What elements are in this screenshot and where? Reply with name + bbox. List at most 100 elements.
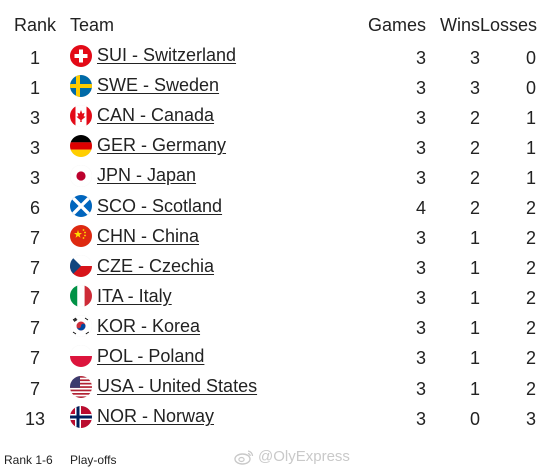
watermark: @OlyExpress (234, 448, 350, 465)
legend: Rank 1-6 Play-offs (4, 453, 131, 467)
team-link[interactable]: USA - United States (97, 376, 258, 397)
team-link[interactable]: NOR - Norway (97, 406, 215, 427)
korea-flag-icon (70, 315, 92, 338)
team-link[interactable]: GER - Germany (97, 135, 227, 156)
losses-cell: 0 (525, 47, 536, 68)
wins-cell: 3 (469, 77, 480, 98)
table-row: 7 ITA - Italy 3 1 2 (0, 284, 536, 314)
team-link[interactable]: JPN - Japan (97, 165, 197, 186)
losses-cell: 2 (525, 378, 536, 399)
wins-cell: 2 (469, 107, 480, 128)
wins-cell: 1 (469, 228, 480, 249)
watermark-text: @OlyExpress (258, 448, 350, 465)
team-cell: CAN - Canada (70, 103, 310, 133)
games-cell: 3 (415, 378, 426, 399)
games-cell: 3 (415, 348, 426, 369)
table-row: 1 SUI - Switzerland 3 3 0 (0, 43, 536, 73)
header-games[interactable]: Games (367, 14, 426, 35)
norway-flag-icon (70, 405, 92, 428)
rank-cell: 1 (29, 47, 40, 68)
team-link[interactable]: KOR - Korea (97, 315, 201, 336)
rank-cell: 7 (29, 318, 40, 339)
wins-cell: 1 (469, 258, 480, 279)
table-row: 1 SWE - Sweden 3 3 0 (0, 73, 536, 103)
wins-cell: 2 (469, 137, 480, 158)
losses-cell: 1 (525, 107, 536, 128)
legend-label: Play-offs (70, 453, 117, 467)
rank-cell: 7 (29, 288, 40, 309)
losses-cell: 2 (525, 288, 536, 309)
wins-cell: 2 (469, 167, 480, 188)
losses-cell: 1 (525, 137, 536, 158)
rank-cell: 3 (29, 137, 40, 158)
team-cell: ITA - Italy (70, 284, 310, 314)
wins-cell: 0 (469, 408, 480, 429)
rank-cell: 7 (29, 348, 40, 369)
table-row: 7 POL - Poland 3 1 2 (0, 344, 536, 374)
team-link[interactable]: SCO - Scotland (97, 195, 223, 216)
table-row: 7 CHN - China 3 1 2 (0, 224, 536, 254)
team-link[interactable]: SWE - Sweden (97, 75, 220, 96)
table-row: 3 JPN - Japan 3 2 1 (0, 163, 536, 193)
table-row: 7 CZE - Czechia 3 1 2 (0, 254, 536, 284)
header-rank[interactable]: Rank (13, 14, 57, 35)
team-cell: CHN - China (70, 224, 310, 254)
wins-cell: 1 (469, 378, 480, 399)
table-row: 3 GER - Germany 3 2 1 (0, 133, 536, 163)
header-losses[interactable]: Losses (480, 14, 538, 35)
china-flag-icon (70, 225, 92, 248)
team-cell: CZE - Czechia (70, 254, 310, 284)
losses-cell: 2 (525, 198, 536, 219)
scotland-flag-icon (70, 195, 92, 218)
italy-flag-icon (70, 285, 92, 308)
header-wins[interactable]: Wins (440, 14, 480, 35)
table-row: 13 NOR - Norway 3 0 3 (0, 404, 536, 434)
team-link[interactable]: CZE - Czechia (97, 255, 215, 276)
wins-cell: 1 (469, 288, 480, 309)
team-link[interactable]: CAN - Canada (97, 105, 215, 126)
wins-cell: 2 (469, 198, 480, 219)
team-link[interactable]: SUI - Switzerland (97, 45, 237, 66)
poland-flag-icon (70, 345, 92, 368)
games-cell: 3 (415, 288, 426, 309)
team-cell: GER - Germany (70, 133, 310, 163)
team-cell: JPN - Japan (70, 163, 310, 193)
rank-cell: 3 (29, 167, 40, 188)
games-cell: 3 (415, 258, 426, 279)
team-cell: SUI - Switzerland (70, 43, 310, 73)
rank-cell: 7 (29, 228, 40, 249)
germany-flag-icon (70, 134, 92, 157)
team-link[interactable]: ITA - Italy (97, 285, 172, 306)
header-team[interactable]: Team (70, 14, 115, 35)
losses-cell: 2 (525, 318, 536, 339)
table-row: 7 KOR - Korea 3 1 2 (0, 314, 536, 344)
losses-cell: 1 (525, 167, 536, 188)
games-cell: 3 (415, 408, 426, 429)
games-cell: 3 (415, 77, 426, 98)
games-cell: 3 (415, 107, 426, 128)
losses-cell: 2 (525, 258, 536, 279)
legend-rank-range: Rank 1-6 (4, 453, 53, 467)
team-cell: KOR - Korea (70, 314, 310, 344)
table-row: 6 SCO - Scotland 4 2 2 (0, 193, 536, 223)
sweden-flag-icon (70, 74, 92, 97)
usa-flag-icon (70, 375, 92, 398)
team-cell: NOR - Norway (70, 404, 310, 434)
rank-cell: 1 (29, 77, 40, 98)
losses-cell: 2 (525, 228, 536, 249)
team-cell: POL - Poland (70, 344, 310, 374)
team-link[interactable]: POL - Poland (97, 345, 205, 366)
losses-cell: 0 (525, 77, 536, 98)
table-row: 7 USA - United States 3 1 2 (0, 374, 536, 404)
switzerland-flag-icon (70, 44, 92, 67)
team-link[interactable]: CHN - China (97, 225, 200, 246)
games-cell: 3 (415, 318, 426, 339)
canada-flag-icon (70, 104, 92, 127)
rank-cell: 7 (29, 258, 40, 279)
wins-cell: 1 (469, 318, 480, 339)
wins-cell: 1 (469, 348, 480, 369)
czechia-flag-icon (70, 255, 92, 278)
wins-cell: 3 (469, 47, 480, 68)
rank-cell: 6 (29, 198, 40, 219)
team-cell: SWE - Sweden (70, 73, 310, 103)
